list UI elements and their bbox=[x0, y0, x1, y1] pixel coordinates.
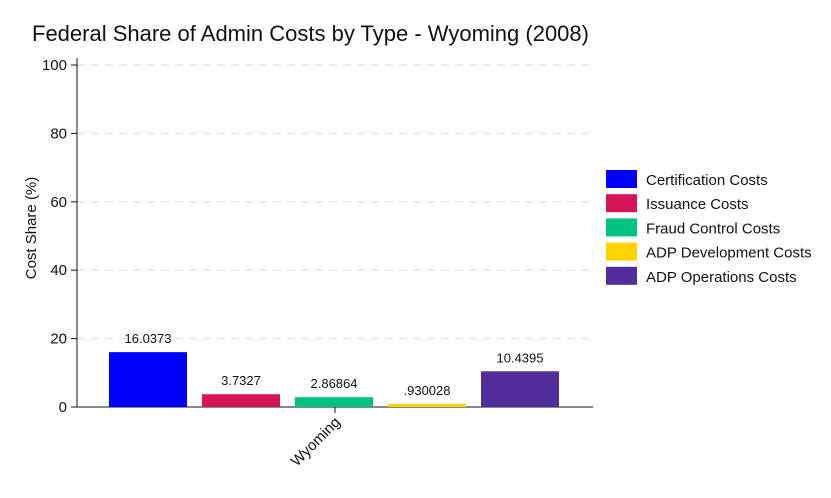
legend-label: Fraud Control Costs bbox=[646, 220, 780, 237]
bar bbox=[388, 403, 466, 407]
legend-swatch bbox=[606, 194, 637, 213]
y-tick-label: 60 bbox=[50, 194, 67, 211]
chart-title: Federal Share of Admin Costs by Type - W… bbox=[32, 21, 589, 46]
legend-label: ADP Development Costs bbox=[646, 245, 812, 262]
legend-label: ADP Operations Costs bbox=[646, 269, 797, 286]
legend-swatch bbox=[606, 266, 637, 285]
y-axis-title: Cost Share (%) bbox=[23, 177, 40, 280]
bar-value-label: 16.0373 bbox=[125, 331, 172, 346]
legend-swatch bbox=[606, 242, 637, 261]
bar bbox=[295, 397, 373, 407]
y-tick-label: 40 bbox=[50, 262, 67, 279]
bar-value-label: 3.7327 bbox=[221, 373, 261, 388]
legend-swatch bbox=[606, 218, 637, 237]
legend-swatch bbox=[606, 170, 637, 188]
x-tick-label: Wyoming bbox=[288, 414, 344, 470]
bars: 16.0373 3.7327 2.86864 .930028 10.4395 bbox=[109, 331, 559, 407]
bar bbox=[202, 394, 280, 407]
gridlines bbox=[77, 64, 593, 340]
legend-label: Issuance Costs bbox=[646, 196, 749, 213]
bar-value-label: 10.4395 bbox=[497, 350, 544, 365]
legend-label: Certification Costs bbox=[646, 172, 768, 189]
y-tick-label: 0 bbox=[59, 399, 67, 416]
legend: Certification Costs Issuance Costs Fraud C… bbox=[606, 170, 812, 286]
bar bbox=[109, 352, 187, 407]
y-axis-ticks: 0 20 40 60 80 100 bbox=[42, 57, 77, 416]
bar bbox=[481, 371, 559, 407]
y-tick-label: 80 bbox=[50, 125, 67, 142]
y-tick-label: 100 bbox=[42, 57, 67, 74]
bar-value-label: .930028 bbox=[404, 383, 451, 398]
y-tick-label: 20 bbox=[50, 331, 67, 348]
x-axis-ticks: Wyoming bbox=[288, 407, 344, 470]
bar-value-label: 2.86864 bbox=[311, 376, 358, 391]
